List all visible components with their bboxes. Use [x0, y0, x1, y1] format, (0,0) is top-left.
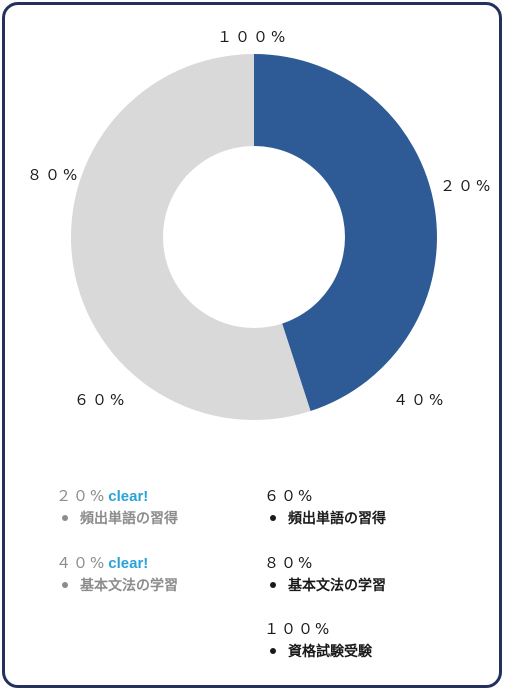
tick-label-20: ２０%: [440, 177, 494, 195]
progress-completed-segment: [254, 54, 437, 412]
tick-label-40: ４０%: [393, 391, 447, 409]
milestone-item: 頻出単語の習得: [56, 508, 276, 530]
milestone-percent: ８０%: [264, 554, 315, 572]
tick-label-60: ６０%: [74, 391, 128, 409]
milestone-item: 資格試験受験: [264, 641, 484, 663]
milestone-percent: ６０%: [264, 487, 315, 505]
milestone-20: ２０% clear! 頻出単語の習得: [56, 486, 276, 530]
milestone-percent: ２０%: [56, 487, 107, 505]
milestone-item-label: 基本文法の学習: [288, 578, 386, 594]
milestone-60: ６０% 頻出単語の習得: [264, 486, 484, 530]
milestone-80: ８０% 基本文法の学習: [264, 553, 484, 597]
milestone-percent: １００%: [264, 620, 332, 638]
clear-badge: clear!: [108, 488, 149, 505]
bullet-icon: [270, 581, 276, 588]
bullet-icon: [62, 514, 68, 521]
tick-label-80: ８０%: [27, 166, 81, 184]
bullet-icon: [62, 581, 68, 588]
milestone-40: ４０% clear! 基本文法の学習: [56, 553, 276, 597]
milestone-item-label: 頻出単語の習得: [80, 511, 178, 527]
bullet-icon: [270, 514, 276, 521]
milestone-item: 頻出単語の習得: [264, 508, 484, 530]
milestone-item: 基本文法の学習: [56, 575, 276, 597]
milestone-item-label: 基本文法の学習: [80, 578, 178, 594]
donut-hole: [163, 146, 345, 328]
milestone-item-label: 資格試験受験: [288, 644, 372, 660]
milestone-item: 基本文法の学習: [264, 575, 484, 597]
clear-badge: clear!: [108, 555, 149, 572]
bullet-icon: [270, 647, 276, 654]
tick-label-100: １００%: [217, 28, 289, 46]
milestone-100: １００% 資格試験受験: [264, 619, 484, 663]
milestone-percent: ４０%: [56, 554, 107, 572]
milestone-item-label: 頻出単語の習得: [288, 511, 386, 527]
